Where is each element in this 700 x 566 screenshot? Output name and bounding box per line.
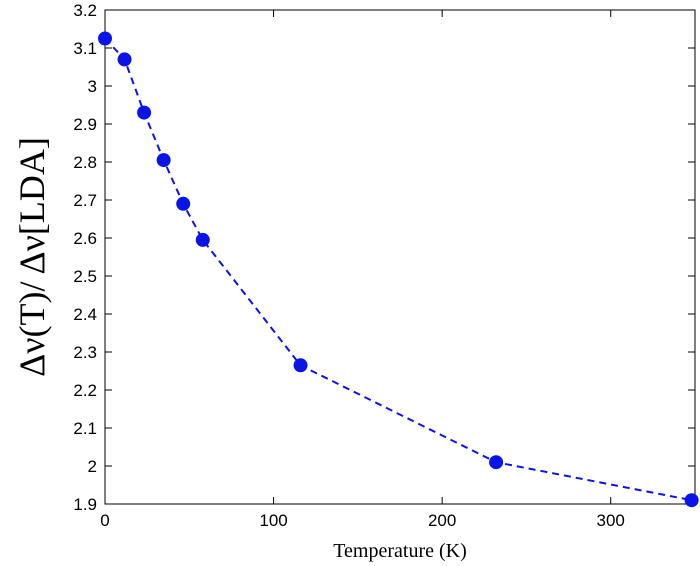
data-point bbox=[117, 52, 132, 67]
x-axis: 0 100 200 300 bbox=[100, 10, 625, 530]
plot-frame bbox=[104, 9, 696, 505]
y-tick-label: 2.5 bbox=[73, 267, 97, 286]
y-tick-label: 1.9 bbox=[73, 495, 97, 514]
data-point bbox=[195, 232, 210, 247]
series-layer bbox=[98, 31, 699, 508]
data-point bbox=[156, 153, 171, 168]
y-tick-label: 3 bbox=[88, 77, 97, 96]
data-point bbox=[137, 105, 152, 120]
x-tick-label: 100 bbox=[259, 511, 287, 530]
y-axis: 1.9 2 2.1 2.2 2.3 2.4 2.5 2.6 2.7 2.8 2.9 3 3.1 3.2 bbox=[73, 1, 695, 514]
y-tick-label: 2.9 bbox=[73, 115, 97, 134]
data-point bbox=[98, 31, 112, 46]
y-tick-label: 3.2 bbox=[73, 1, 97, 20]
y-tick-label: 2.6 bbox=[73, 229, 97, 248]
y-tick-label: 2.3 bbox=[73, 343, 97, 362]
data-point bbox=[684, 493, 699, 508]
y-tick-label: 3.1 bbox=[73, 39, 97, 58]
x-tick-label: 300 bbox=[597, 511, 625, 530]
y-tick-label: 2.8 bbox=[73, 153, 97, 172]
y-tick-label: 2.4 bbox=[73, 305, 97, 324]
x-tick-label: 0 bbox=[100, 511, 109, 530]
data-point bbox=[293, 358, 308, 373]
plot-area: 1.9 2 2.1 2.2 2.3 2.4 2.5 2.6 2.7 2.8 2.9 3 3.1 3.2 0… bbox=[73, 1, 699, 530]
x-tick-label: 200 bbox=[428, 511, 456, 530]
series-line bbox=[104, 37, 692, 502]
y-axis-title: Δν(T)/ Δν[LDA] bbox=[12, 137, 52, 377]
x-axis-title: Temperature (K) bbox=[333, 540, 467, 562]
y-tick-label: 2 bbox=[88, 457, 97, 476]
y-tick-label: 2.7 bbox=[73, 191, 97, 210]
data-point bbox=[489, 455, 504, 470]
data-point bbox=[176, 196, 191, 211]
y-tick-label: 2.2 bbox=[73, 381, 97, 400]
y-tick-label: 2.1 bbox=[73, 419, 97, 438]
